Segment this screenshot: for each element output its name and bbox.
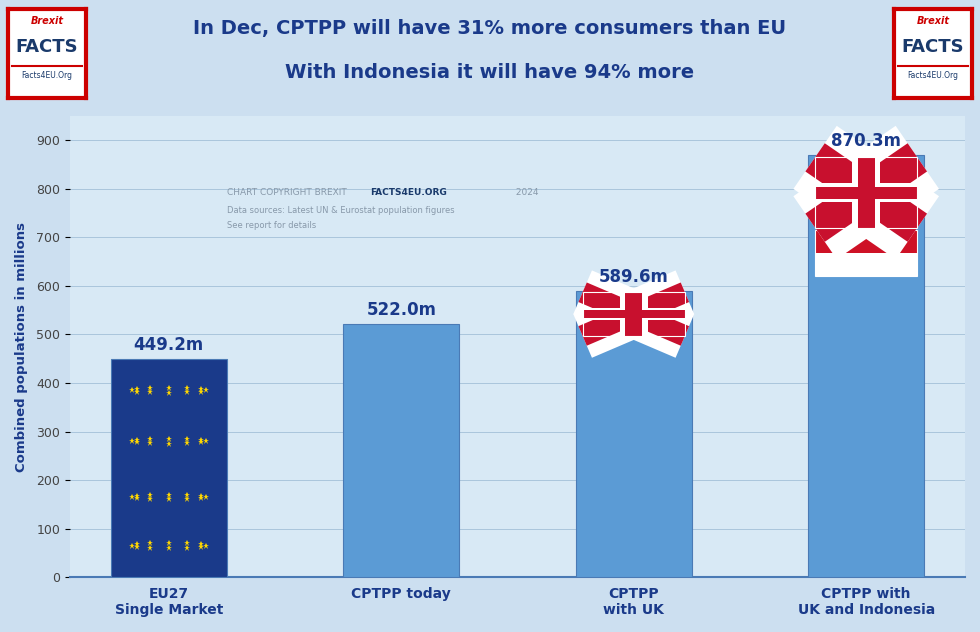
Text: FACTS: FACTS <box>16 38 78 56</box>
Bar <box>815 230 917 253</box>
Bar <box>815 230 917 276</box>
Text: FACTS: FACTS <box>902 38 964 56</box>
Text: Brexit: Brexit <box>916 16 950 26</box>
Bar <box>815 157 917 228</box>
Text: 449.2m: 449.2m <box>133 336 204 355</box>
Bar <box>111 359 227 577</box>
Text: With Indonesia it will have 94% more: With Indonesia it will have 94% more <box>285 63 695 82</box>
Bar <box>853 157 880 228</box>
Text: FACTS4EU.ORG: FACTS4EU.ORG <box>369 188 447 197</box>
Bar <box>815 183 917 202</box>
Text: Data sources: Latest UN & Eurostat population figures: Data sources: Latest UN & Eurostat popul… <box>226 206 455 215</box>
Text: Facts4EU.Org: Facts4EU.Org <box>22 71 73 80</box>
Text: Brexit: Brexit <box>30 16 64 26</box>
Text: CHART COPYRIGHT BREXIT: CHART COPYRIGHT BREXIT <box>226 188 349 197</box>
Bar <box>583 308 685 320</box>
Bar <box>858 157 875 228</box>
Text: 870.3m: 870.3m <box>831 132 902 150</box>
Bar <box>808 155 924 577</box>
Text: 589.6m: 589.6m <box>599 268 668 286</box>
Bar <box>815 157 917 228</box>
Text: See report for details: See report for details <box>226 221 316 230</box>
Bar <box>343 324 460 577</box>
Bar <box>815 253 917 276</box>
Bar <box>583 292 685 336</box>
Bar <box>815 186 917 198</box>
Text: In Dec, CPTPP will have 31% more consumers than EU: In Dec, CPTPP will have 31% more consume… <box>193 19 787 38</box>
Bar <box>583 292 685 336</box>
Bar <box>575 291 692 577</box>
Bar <box>625 292 643 336</box>
Text: 2024: 2024 <box>514 188 539 197</box>
Bar <box>583 310 685 318</box>
Text: Facts4EU.Org: Facts4EU.Org <box>907 71 958 80</box>
Text: 522.0m: 522.0m <box>367 301 436 319</box>
Bar <box>620 292 648 336</box>
Y-axis label: Combined populations in millions: Combined populations in millions <box>15 222 28 471</box>
